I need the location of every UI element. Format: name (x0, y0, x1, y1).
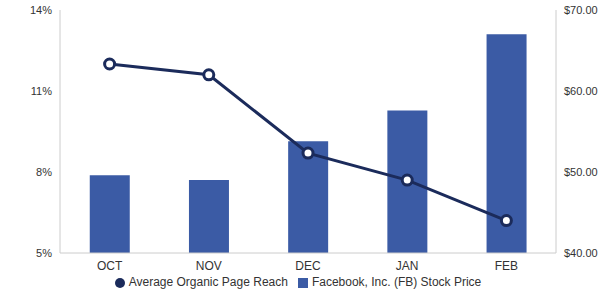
svg-text:NOV: NOV (196, 259, 222, 273)
svg-text:FEB: FEB (495, 259, 518, 273)
svg-text:$50.00: $50.00 (564, 166, 592, 178)
svg-text:$40.00: $40.00 (564, 247, 592, 259)
svg-text:5%: 5% (36, 247, 52, 259)
html-text:Average Organic Page Reach: Average Organic Page Reach (128, 275, 288, 289)
svg-text:OCT: OCT (97, 259, 123, 273)
svg-text:14%: 14% (30, 4, 52, 16)
svg-text:$60.00: $60.00 (564, 85, 592, 97)
svg-text:8%: 8% (36, 166, 52, 178)
svg-text:11%: 11% (31, 85, 52, 97)
svg-text:DEC: DEC (295, 259, 321, 273)
html-text:Facebook, Inc. (FB) Stock Pric: Facebook, Inc. (FB) Stock Price (311, 275, 482, 289)
svg-text:$70.00: $70.00 (564, 4, 592, 16)
svg-text:JAN: JAN (396, 259, 419, 273)
